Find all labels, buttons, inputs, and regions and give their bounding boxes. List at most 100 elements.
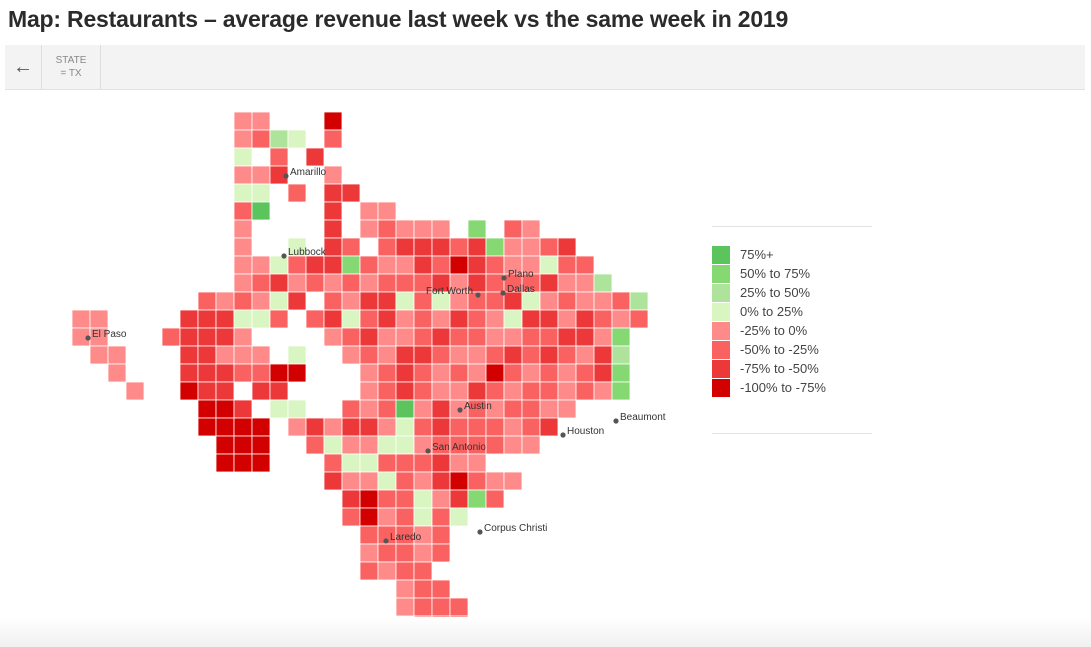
county[interactable] (305, 309, 325, 329)
county[interactable] (485, 363, 505, 383)
county[interactable] (377, 381, 397, 401)
county[interactable] (215, 345, 235, 365)
county[interactable] (611, 309, 631, 329)
county[interactable] (521, 327, 541, 347)
county[interactable] (251, 273, 271, 293)
county[interactable] (233, 327, 253, 347)
county[interactable] (197, 291, 217, 311)
county[interactable] (413, 453, 433, 473)
county[interactable] (449, 471, 469, 491)
county[interactable] (233, 111, 253, 131)
county[interactable] (215, 381, 235, 401)
county[interactable] (521, 237, 541, 257)
county[interactable] (413, 489, 433, 509)
county[interactable] (287, 291, 307, 311)
county[interactable] (521, 417, 541, 437)
county[interactable] (89, 345, 109, 365)
county[interactable] (269, 291, 289, 311)
county[interactable] (575, 381, 595, 401)
county[interactable] (575, 291, 595, 311)
county[interactable] (413, 363, 433, 383)
county[interactable] (575, 309, 595, 329)
county[interactable] (341, 471, 361, 491)
county[interactable] (179, 381, 199, 401)
county[interactable] (467, 327, 487, 347)
county[interactable] (575, 363, 595, 383)
county[interactable] (449, 255, 469, 275)
county[interactable] (233, 147, 253, 167)
county[interactable] (251, 201, 271, 221)
county[interactable] (341, 327, 361, 347)
county[interactable] (323, 453, 343, 473)
county[interactable] (557, 345, 577, 365)
county[interactable] (395, 579, 415, 599)
county[interactable] (377, 345, 397, 365)
county[interactable] (413, 543, 433, 563)
county[interactable] (431, 219, 451, 239)
county[interactable] (413, 327, 433, 347)
county[interactable] (539, 273, 559, 293)
county[interactable] (179, 363, 199, 383)
county[interactable] (485, 381, 505, 401)
county[interactable] (107, 363, 127, 383)
county[interactable] (341, 291, 361, 311)
county[interactable] (359, 561, 379, 581)
county[interactable] (593, 309, 613, 329)
county[interactable] (71, 309, 91, 329)
county[interactable] (395, 237, 415, 257)
county[interactable] (287, 129, 307, 149)
county[interactable] (269, 147, 289, 167)
county[interactable] (359, 471, 379, 491)
county[interactable] (377, 435, 397, 455)
county[interactable] (323, 435, 343, 455)
county[interactable] (395, 489, 415, 509)
county[interactable] (395, 255, 415, 275)
county[interactable] (395, 345, 415, 365)
county[interactable] (341, 489, 361, 509)
county[interactable] (377, 327, 397, 347)
county[interactable] (521, 363, 541, 383)
county[interactable] (377, 507, 397, 527)
county[interactable] (395, 399, 415, 419)
county[interactable] (197, 417, 217, 437)
county[interactable] (431, 363, 451, 383)
county[interactable] (215, 435, 235, 455)
county[interactable] (251, 309, 271, 329)
county[interactable] (251, 453, 271, 473)
county[interactable] (431, 345, 451, 365)
county[interactable] (341, 399, 361, 419)
county[interactable] (503, 363, 523, 383)
county[interactable] (323, 237, 343, 257)
county[interactable] (395, 219, 415, 239)
county[interactable] (323, 219, 343, 239)
county[interactable] (395, 417, 415, 437)
county[interactable] (395, 327, 415, 347)
county[interactable] (233, 165, 253, 185)
county[interactable] (395, 471, 415, 491)
county[interactable] (323, 417, 343, 437)
county[interactable] (431, 255, 451, 275)
county[interactable] (359, 489, 379, 509)
county[interactable] (413, 417, 433, 437)
county[interactable] (467, 255, 487, 275)
county[interactable] (377, 489, 397, 509)
county[interactable] (413, 255, 433, 275)
county[interactable] (323, 291, 343, 311)
county[interactable] (359, 543, 379, 563)
county[interactable] (359, 363, 379, 383)
county[interactable] (575, 273, 595, 293)
county[interactable] (449, 237, 469, 257)
county[interactable] (593, 327, 613, 347)
county[interactable] (287, 183, 307, 203)
county[interactable] (449, 489, 469, 509)
county[interactable] (323, 183, 343, 203)
county[interactable] (593, 273, 613, 293)
county[interactable] (359, 381, 379, 401)
county[interactable] (521, 309, 541, 329)
county[interactable] (485, 489, 505, 509)
county[interactable] (377, 273, 397, 293)
county[interactable] (377, 399, 397, 419)
county[interactable] (449, 597, 469, 617)
county[interactable] (431, 597, 451, 617)
county[interactable] (557, 273, 577, 293)
